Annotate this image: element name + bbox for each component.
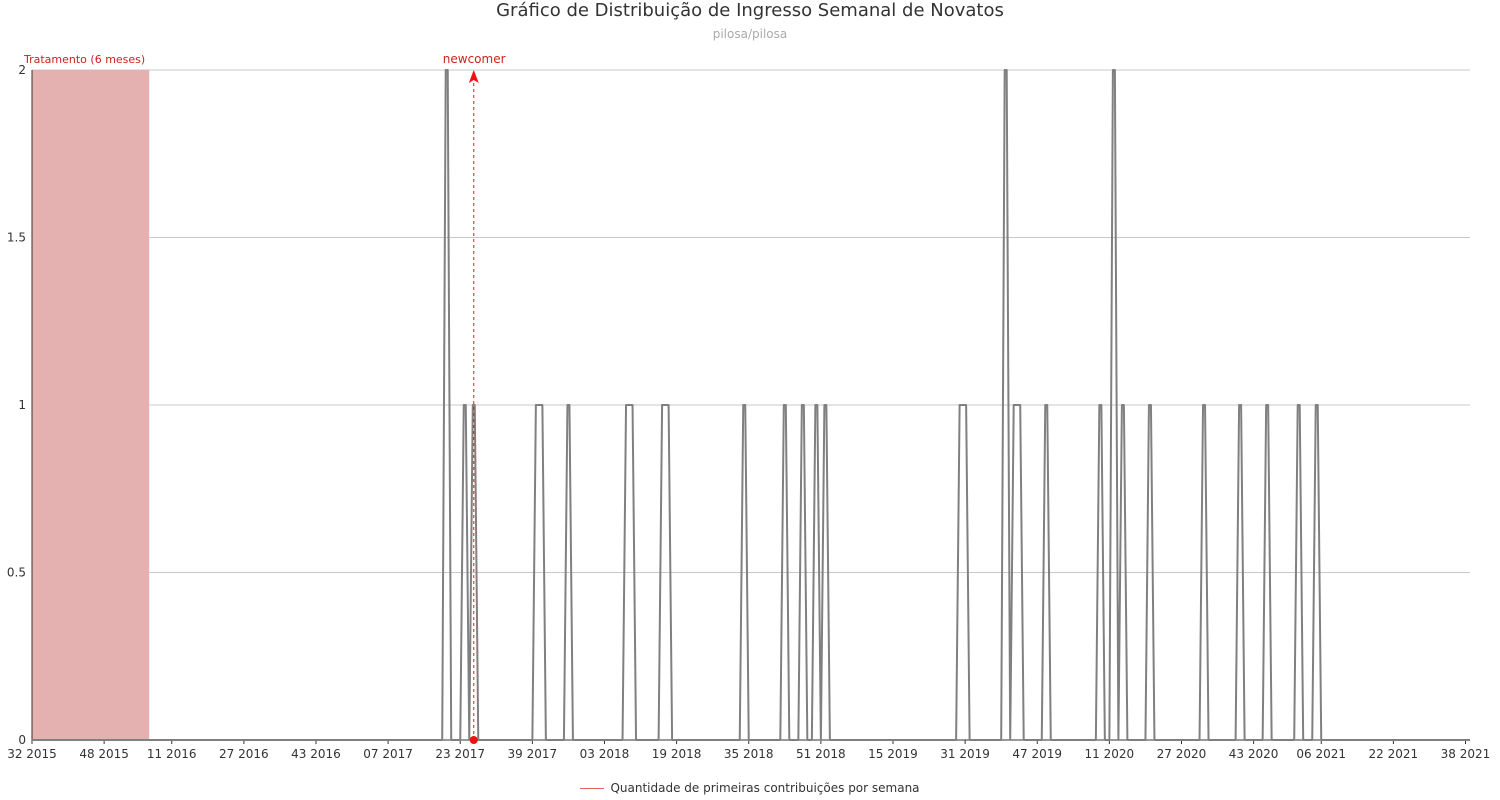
y-tick-label: 0	[18, 733, 26, 747]
x-tick-label: 23 2017	[435, 747, 485, 761]
x-tick-label: 51 2018	[796, 747, 846, 761]
x-tick-label: 19 2018	[652, 747, 702, 761]
newcomer-arrow-icon	[468, 70, 479, 83]
y-tick-label: 1.5	[7, 231, 26, 245]
x-tick-label: 43 2016	[291, 747, 341, 761]
x-tick-label: 11 2020	[1085, 747, 1135, 761]
y-tick-label: 1	[18, 398, 26, 412]
x-tick-label: 43 2020	[1229, 747, 1279, 761]
treatment-band	[32, 70, 150, 740]
x-tick-label: 47 2019	[1012, 747, 1062, 761]
x-tick-label: 11 2016	[147, 747, 197, 761]
annotation-layer: Tratamento (6 meses) newcomer	[23, 52, 506, 744]
series-line	[32, 69, 1470, 741]
series-layer	[32, 69, 1470, 741]
x-tick-label: 31 2019	[940, 747, 990, 761]
chart-title: Gráfico de Distribuição de Ingresso Sema…	[496, 0, 1004, 21]
x-tick-label: 15 2019	[868, 747, 918, 761]
legend-swatch	[580, 788, 605, 789]
treatment-label: Tratamento (6 meses)	[23, 53, 145, 66]
legend-label: Quantidade de primeiras contribuições po…	[610, 781, 920, 795]
x-tick-label: 27 2020	[1157, 747, 1207, 761]
x-tick-label: 38 2021	[1441, 747, 1491, 761]
x-tick-label: 07 2017	[363, 747, 413, 761]
x-tick-label: 32 2015	[7, 747, 57, 761]
x-tick-label: 39 2017	[508, 747, 558, 761]
y-tick-label: 0.5	[7, 566, 26, 580]
grid-layer	[32, 69, 1470, 741]
chart-subtitle: pilosa/pilosa	[712, 27, 788, 41]
x-tick-label: 35 2018	[724, 747, 774, 761]
newcomer-marker	[469, 736, 478, 744]
x-tick-label: 27 2016	[219, 747, 269, 761]
x-tick-label: 22 2021	[1369, 747, 1419, 761]
newcomer-label: newcomer	[443, 52, 506, 66]
y-tick-label: 2	[18, 63, 26, 77]
x-tick-label: 48 2015	[79, 747, 129, 761]
legend[interactable]: Quantidade de primeiras contribuições po…	[0, 781, 1500, 795]
x-tick-label: 03 2018	[580, 747, 630, 761]
x-tick-label: 06 2021	[1296, 747, 1346, 761]
treatment-band-layer	[32, 70, 150, 740]
